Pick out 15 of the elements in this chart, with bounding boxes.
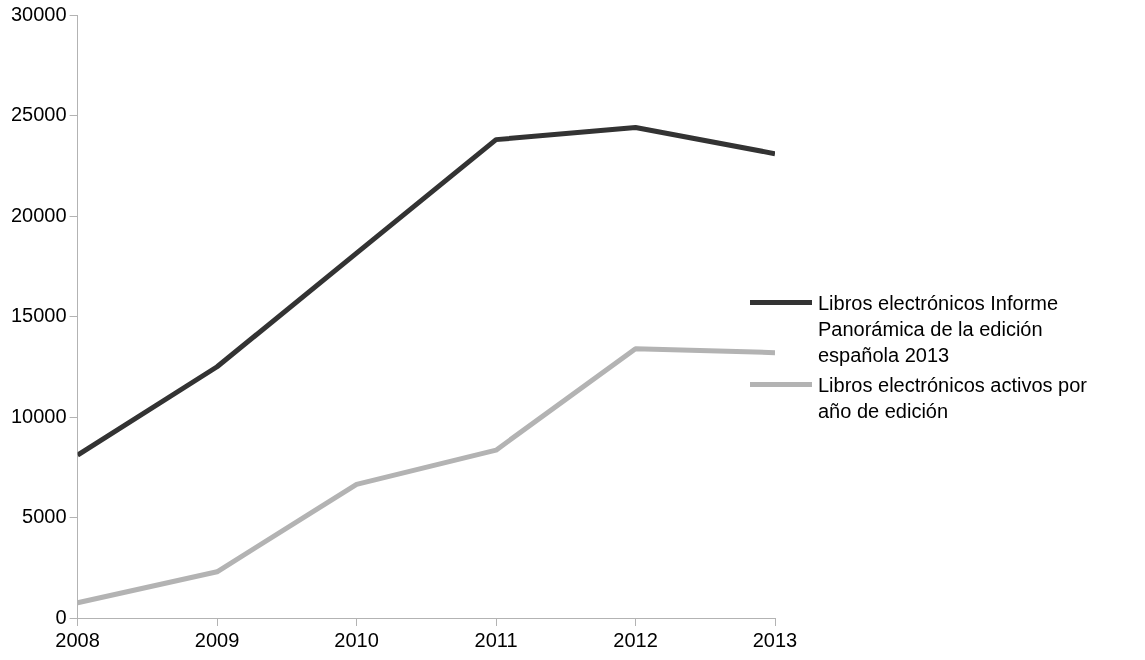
x-tick-label: 2012 bbox=[613, 628, 658, 651]
x-tick-label: 2009 bbox=[194, 628, 240, 651]
y-tick-label: 0 bbox=[55, 605, 67, 628]
x-tick-label: 2011 bbox=[474, 628, 518, 651]
y-tick-label: 5000 bbox=[22, 505, 67, 528]
y-tick-label: 15000 bbox=[10, 304, 67, 327]
legend-label: Libros electrónicos activos por año de edición bbox=[818, 373, 1088, 424]
x-tick-label: 2008 bbox=[55, 628, 100, 651]
y-tick-label: 30000 bbox=[10, 2, 67, 25]
y-tick-label: 20000 bbox=[10, 203, 67, 226]
y-tick-label: 25000 bbox=[10, 103, 67, 126]
y-tick-label: 10000 bbox=[10, 404, 67, 427]
x-tick-label: 2010 bbox=[334, 628, 379, 651]
x-tick-label: 2013 bbox=[752, 628, 798, 651]
legend-label: Libros electrónicos Informe Panorámica de la edición española 2013 bbox=[818, 291, 1060, 368]
